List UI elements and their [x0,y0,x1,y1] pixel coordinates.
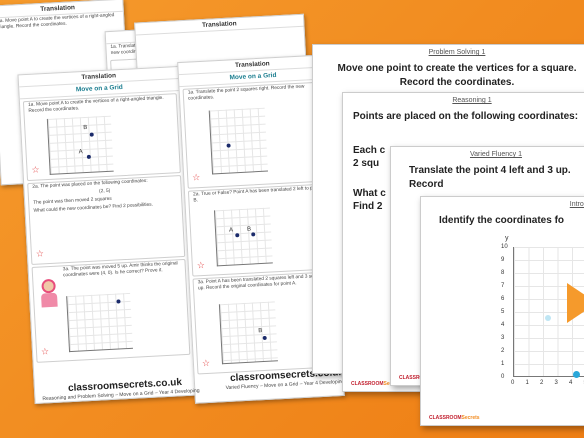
point-b-label: B [83,124,88,132]
character-avatar [39,278,59,310]
slide-introduction: Introduct Identify the coordinates fo y … [420,196,584,426]
x-tick-label: 0 [511,380,515,386]
slide-partial-2: 2 squ [353,158,380,169]
y-tick-label: 9 [501,257,505,263]
logo-text: CLASSROOM [351,381,384,387]
y-axis-label: y [505,235,509,242]
slide-title: Reasoning 1 [452,97,492,104]
x-tick-label: 2 [540,380,544,386]
y-tick-label: 4 [501,322,505,328]
slide-body: Translate the point 4 left and 3 up. Rec… [409,165,571,190]
point-faint [545,315,551,321]
y-tick-label: 10 [501,244,508,250]
point [573,371,580,378]
point-b-label: B [246,226,252,233]
question-1-box: 1a. Translate the point 2 squares right.… [182,81,330,189]
question-3-box: 3a. The point was moved 5 up. Amir think… [31,258,191,363]
y-tick-label: 3 [501,335,505,341]
worksheet-reasoning: Translation Move on a Grid 1a. Move poin… [17,65,197,405]
y-tick-label: 7 [501,283,505,289]
slide-body: Points are placed on the following coord… [353,111,579,122]
star-icon: ☆ [191,172,201,183]
logo-text: CLASSROOM [399,375,432,381]
coordinate-grid [213,207,273,267]
point-a-label: A [228,227,234,234]
x-tick-label: 4 [569,380,573,386]
slide-body: Identify the coordinates fo [439,215,565,226]
question-2-box: 2a. The point was placed on the followin… [27,175,186,265]
point-a-label: A [78,149,83,156]
triangle-shape-icon [567,283,584,323]
point-b-label: B [258,328,263,335]
slide-partial-4: Find 2 [353,201,383,212]
coordinate-grid [218,301,278,365]
slide-title: Problem Solving 1 [428,49,486,56]
y-tick-label: 8 [501,270,505,276]
worksheet-title: Translation [135,14,304,36]
star-icon: ☆ [196,259,206,271]
slide-partial-3: What c [353,187,386,199]
y-tick-label: 1 [501,361,505,367]
star-icon: ☆ [35,248,45,259]
logo-text: CLASSROOM [429,415,462,421]
y-tick-label: 6 [501,296,505,302]
slide-body: Move one point to create the vertices fo… [337,63,577,88]
question-1-box: 1a. Move point A to create the vertices … [22,93,181,182]
coordinate-grid [66,292,133,353]
star-icon: ☆ [31,164,40,175]
slide-title: Varied Fluency 1 [469,151,522,158]
coordinate-grid [46,115,114,175]
y-tick-label: 0 [501,374,505,380]
y-tick-label: 2 [501,348,505,354]
slide-partial-1: Each c [353,144,386,156]
star-icon: ☆ [201,357,211,369]
y-tick-label: 5 [501,309,505,315]
slide-title: Introduct [569,201,584,208]
coordinate-grid [208,107,269,175]
x-tick-label: 1 [525,380,529,386]
slide-logo: CLASSROOMSecrets [429,415,480,421]
logo-accent: Secrets [461,415,480,421]
star-icon: ☆ [40,346,50,357]
x-tick-label: 3 [554,380,558,386]
